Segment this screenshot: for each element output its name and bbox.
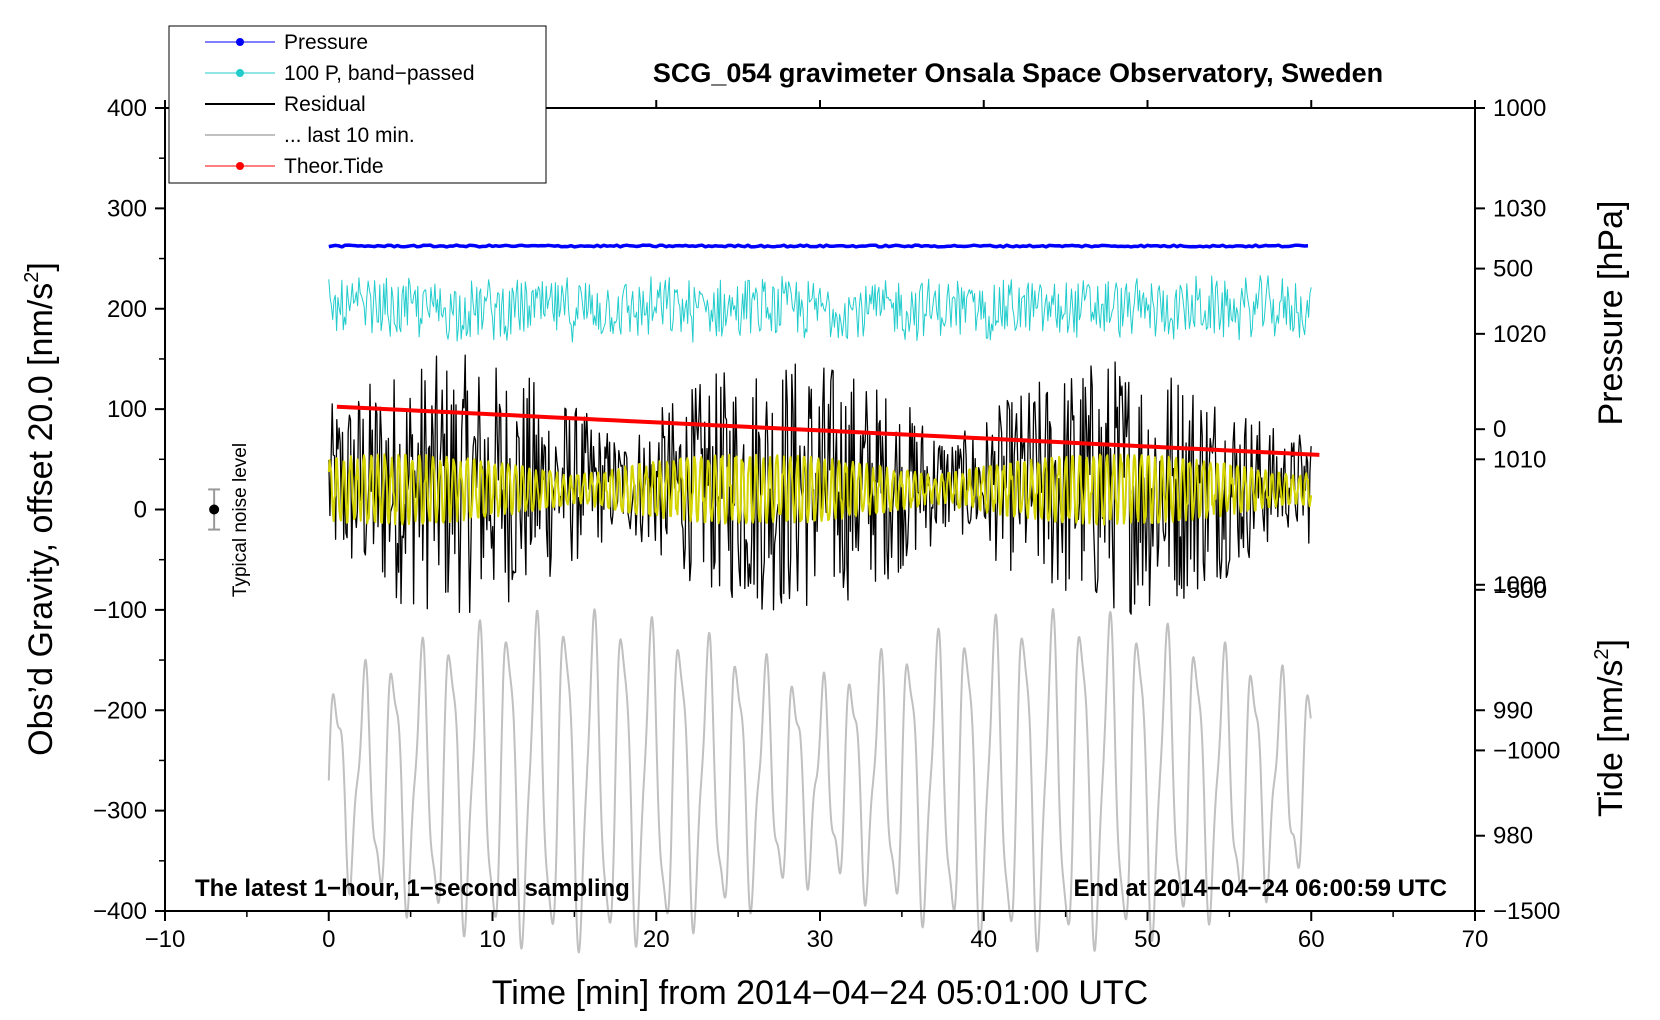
- tide-tick-label: −1000: [1493, 737, 1560, 764]
- legend: Pressure 100 P, band−passed Residual ... la…: [168, 25, 547, 184]
- y-left-tick-label: −300: [93, 798, 147, 825]
- y-left-tick-label: 200: [107, 296, 147, 323]
- x-tick-label: −10: [145, 926, 186, 953]
- x-tick-label: 0: [322, 926, 335, 953]
- pressure-tick-label: 1010: [1493, 446, 1546, 473]
- theoretical-tide-line: [336, 404, 1320, 457]
- y-left-label-main: Obs’d Gravity, offset 20.0 [nm/s: [22, 283, 60, 756]
- tide-scaled-gray-line: [327, 608, 1312, 954]
- x-tick-label: 20: [643, 926, 670, 953]
- y-left-tick-label: 400: [107, 95, 147, 122]
- tide-label-main: Tide [nm/s: [1592, 660, 1630, 817]
- noise-level-label: Typical noise level: [230, 443, 251, 597]
- series-layer: [327, 243, 1320, 954]
- pressure-tick-label: 1020: [1493, 321, 1546, 348]
- pressure-tick-label: 990: [1493, 697, 1533, 724]
- noise-level-indicator: Typical noise level: [208, 443, 251, 597]
- y-left-tick-label: 100: [107, 396, 147, 423]
- y-left-axis-label: Obs’d Gravity, offset 20.0 [nm/s2]: [21, 262, 60, 756]
- y-left-label-sup: 2: [21, 272, 43, 283]
- legend-marker-1: [236, 69, 244, 77]
- tide-tick-label: 1000: [1493, 95, 1546, 122]
- x-tick-label: 60: [1298, 926, 1325, 953]
- pressure-bandpassed-line: [328, 275, 1312, 343]
- legend-label-0: Pressure: [284, 31, 368, 54]
- y-left-tick-label: −400: [93, 898, 147, 925]
- x-tick-label: 50: [1134, 926, 1161, 953]
- tide-tick-label: −1500: [1493, 898, 1560, 925]
- legend-label-3: ... last 10 min.: [284, 124, 415, 147]
- chart-title: SCG_054 gravimeter Onsala Space Observat…: [653, 58, 1383, 88]
- tide-label-end: ]: [1592, 639, 1630, 648]
- x-axis-label: Time [min] from 2014−04−24 05:01:00 UTC: [492, 974, 1148, 1012]
- residual-line: [328, 354, 1312, 615]
- pressure-tick-label: 1030: [1493, 195, 1546, 222]
- x-tick-label: 40: [970, 926, 997, 953]
- annotation-sampling: The latest 1−hour, 1−second sampling: [195, 875, 630, 902]
- legend-label-4: Theor.Tide: [284, 155, 384, 178]
- x-tick-label: 70: [1462, 926, 1489, 953]
- legend-label-2: Residual: [284, 93, 366, 116]
- pressure-tick-label: 1000: [1493, 572, 1546, 599]
- tide-label-sup: 2: [1591, 648, 1613, 659]
- tide-tick-label: 500: [1493, 256, 1533, 283]
- y-right-pressure-label: Pressure [hPa]: [1592, 201, 1630, 426]
- legend-items: Pressure 100 P, band−passed Residual ... la…: [205, 31, 475, 178]
- y-left-tick-label: 0: [134, 497, 147, 524]
- y-left-label-end: ]: [22, 262, 60, 271]
- ticks-layer: −10 0 10 20 30 40 50 60 704003002001000−100−200−…: [93, 95, 1560, 953]
- y-left-tick-label: −100: [93, 597, 147, 624]
- pressure-tick-label: 980: [1493, 823, 1533, 850]
- last-10-min-line: [327, 453, 1313, 526]
- x-tick-label: 10: [479, 926, 506, 953]
- legend-marker-4: [236, 162, 244, 170]
- y-right-tide-label: Tide [nm/s2]: [1591, 639, 1630, 817]
- tide-tick-label: 0: [1493, 416, 1506, 443]
- x-tick-label: 30: [807, 926, 834, 953]
- pressure-line: [328, 243, 1309, 249]
- y-left-tick-label: −200: [93, 697, 147, 724]
- legend-label-1: 100 P, band−passed: [284, 62, 475, 85]
- noise-point: [209, 504, 220, 515]
- annotation-end-time: End at 2014−04−24 06:00:59 UTC: [1073, 875, 1447, 902]
- legend-marker-0: [236, 38, 244, 46]
- tide-tick-label: −500: [1493, 577, 1547, 604]
- y-left-tick-label: 300: [107, 195, 147, 222]
